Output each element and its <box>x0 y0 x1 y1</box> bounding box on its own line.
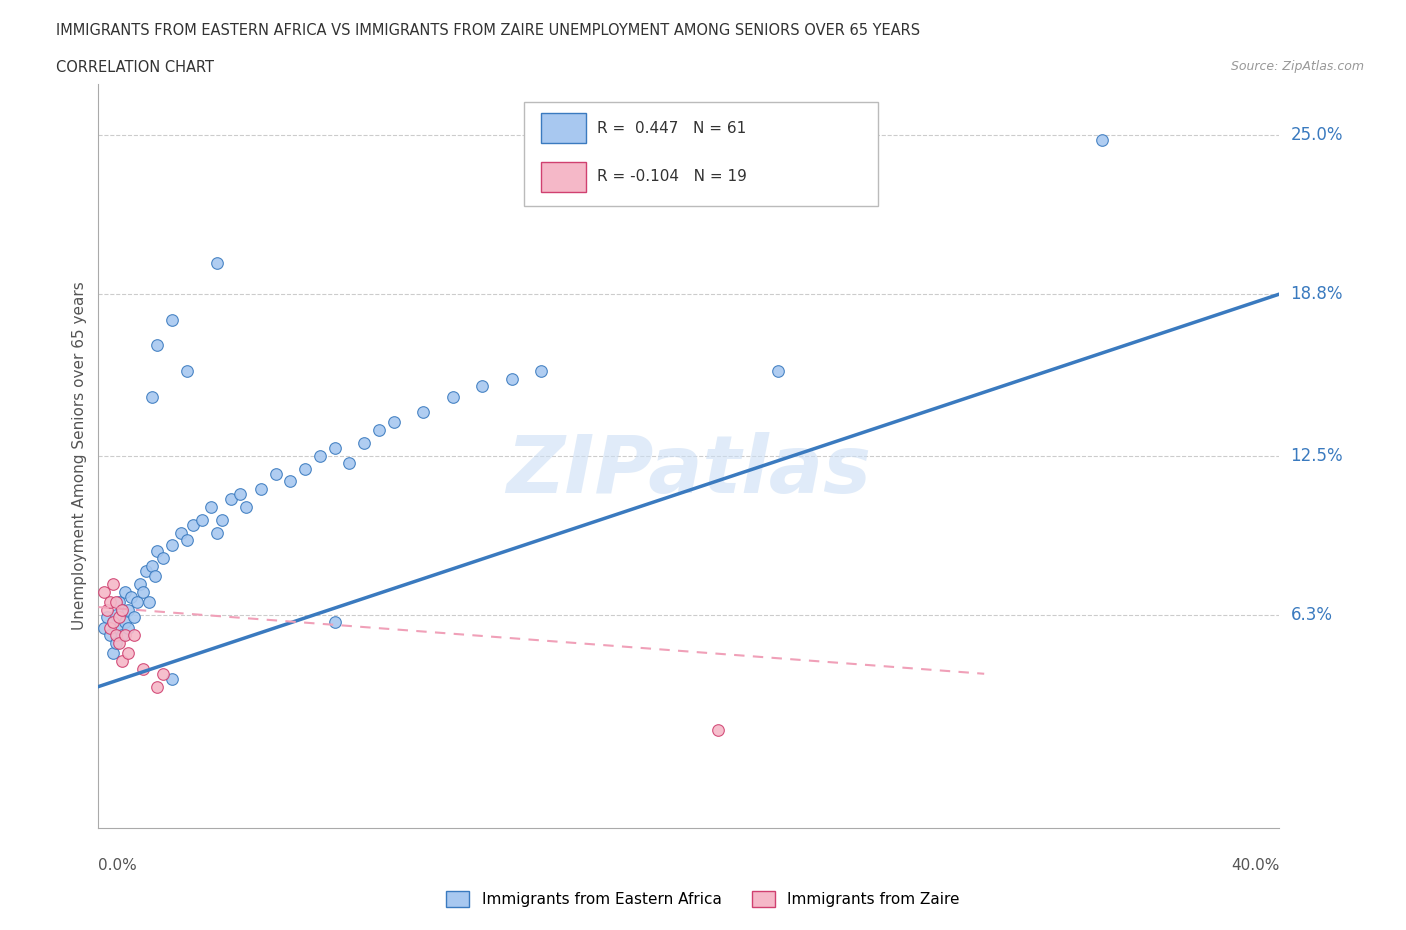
Point <box>108 635 131 650</box>
Point <box>103 645 125 660</box>
Point <box>111 654 134 669</box>
Point <box>337 456 360 471</box>
Text: ZIPatlas: ZIPatlas <box>506 432 872 510</box>
Point <box>117 620 139 635</box>
FancyBboxPatch shape <box>523 102 877 206</box>
Text: R =  0.447   N = 61: R = 0.447 N = 61 <box>596 121 747 136</box>
Point <box>152 551 174 565</box>
Point <box>105 607 128 622</box>
Point <box>108 594 131 609</box>
Point <box>235 499 257 514</box>
Point <box>170 525 193 540</box>
Point <box>278 474 302 489</box>
Point <box>146 679 169 694</box>
Point <box>766 364 789 379</box>
Point <box>162 671 183 686</box>
Text: 12.5%: 12.5% <box>1291 446 1343 465</box>
Point <box>122 628 145 643</box>
Point <box>141 390 163 405</box>
Point <box>176 364 198 379</box>
Point <box>108 620 131 635</box>
Point <box>294 461 316 476</box>
Point <box>111 603 134 618</box>
Point <box>530 364 553 379</box>
Point <box>323 615 346 630</box>
Legend: Immigrants from Eastern Africa, Immigrants from Zaire: Immigrants from Eastern Africa, Immigran… <box>440 884 966 913</box>
Point <box>103 615 125 630</box>
Point <box>103 615 125 630</box>
Point <box>353 435 375 450</box>
Point <box>122 610 145 625</box>
Point <box>264 466 287 481</box>
Point <box>162 312 183 327</box>
Point <box>98 620 121 635</box>
Point <box>162 538 183 553</box>
Text: IMMIGRANTS FROM EASTERN AFRICA VS IMMIGRANTS FROM ZAIRE UNEMPLOYMENT AMONG SENIO: IMMIGRANTS FROM EASTERN AFRICA VS IMMIGR… <box>56 23 921 38</box>
Point <box>146 338 169 352</box>
Point <box>219 492 242 507</box>
Point <box>117 645 139 660</box>
Point <box>229 486 252 501</box>
Text: CORRELATION CHART: CORRELATION CHART <box>56 60 214 75</box>
Point <box>501 371 523 386</box>
Text: 0.0%: 0.0% <box>98 858 138 873</box>
Point <box>125 594 148 609</box>
Point <box>135 564 157 578</box>
Point <box>128 577 150 591</box>
Point <box>132 661 155 676</box>
Point <box>309 448 332 463</box>
Point <box>1091 133 1114 148</box>
Point <box>98 594 121 609</box>
Point <box>143 569 166 584</box>
Point <box>114 584 136 599</box>
Point <box>103 577 125 591</box>
Text: 6.3%: 6.3% <box>1291 605 1333 624</box>
Point <box>441 390 464 405</box>
Text: R = -0.104   N = 19: R = -0.104 N = 19 <box>596 169 747 184</box>
Point <box>368 422 391 437</box>
Point <box>471 379 494 394</box>
FancyBboxPatch shape <box>541 162 586 192</box>
Point <box>412 405 434 419</box>
Point <box>114 615 136 630</box>
Text: Source: ZipAtlas.com: Source: ZipAtlas.com <box>1230 60 1364 73</box>
Point <box>211 512 233 527</box>
Point <box>205 525 228 540</box>
Point <box>200 499 222 514</box>
Point <box>98 628 121 643</box>
Point <box>108 610 131 625</box>
Point <box>146 543 169 558</box>
FancyBboxPatch shape <box>541 113 586 143</box>
Point <box>96 603 118 618</box>
Point <box>93 584 115 599</box>
Point <box>117 603 139 618</box>
Point <box>191 512 214 527</box>
Point <box>707 723 730 737</box>
Point <box>105 594 128 609</box>
Point <box>132 584 155 599</box>
Text: 40.0%: 40.0% <box>1232 858 1279 873</box>
Point <box>120 590 142 604</box>
Point <box>105 635 128 650</box>
Point <box>205 256 228 271</box>
Point <box>250 482 273 497</box>
Point <box>111 628 134 643</box>
Text: 25.0%: 25.0% <box>1291 126 1343 144</box>
Point <box>96 610 118 625</box>
Text: 18.8%: 18.8% <box>1291 286 1343 303</box>
Point <box>176 533 198 548</box>
Point <box>323 441 346 456</box>
Point <box>114 628 136 643</box>
Point <box>141 559 163 574</box>
Y-axis label: Unemployment Among Seniors over 65 years: Unemployment Among Seniors over 65 years <box>72 281 87 631</box>
Point <box>105 628 128 643</box>
Point <box>111 603 134 618</box>
Point <box>93 620 115 635</box>
Point <box>181 517 204 532</box>
Point <box>138 594 160 609</box>
Point <box>382 415 405 430</box>
Point <box>152 666 174 681</box>
